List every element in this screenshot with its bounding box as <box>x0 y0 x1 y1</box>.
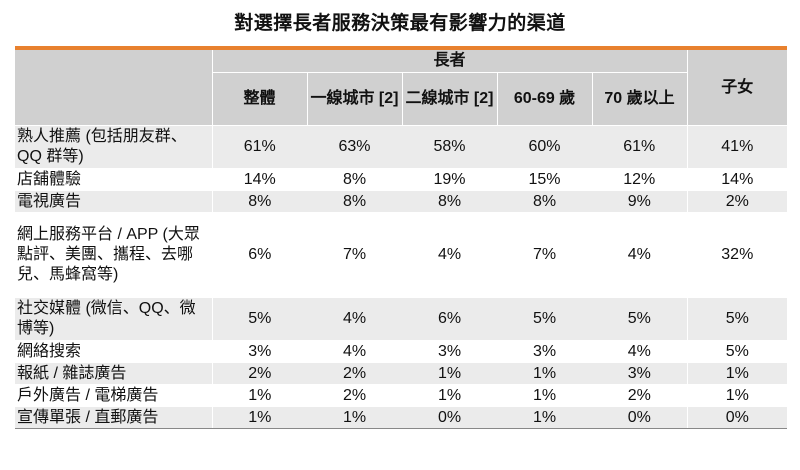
value-cell: 2% <box>211 362 307 385</box>
table-row: 網上服務平台 / APP (大眾點評、美團、攜程、去哪兒、馬蜂窩等) 6% 7%… <box>15 212 788 298</box>
value-cell: 2% <box>307 384 402 407</box>
table-body: 熟人推薦 (包括朋友群、QQ 群等) 61% 63% 58% 60% 61% 4… <box>15 125 788 429</box>
value-cell: 3% <box>402 340 497 363</box>
value-cell: 5% <box>686 297 788 341</box>
table-header: 長者 子女 整體 一線城市 [2] 二線城市 [2] 60-69 歲 70 歲以… <box>15 50 788 126</box>
value-cell: 15% <box>497 168 592 191</box>
row-label: 網上服務平台 / APP (大眾點評、美團、攜程、去哪兒、馬蜂窩等) <box>15 212 212 298</box>
value-cell: 1% <box>307 406 402 429</box>
header-group-elderly: 長者 <box>211 50 688 73</box>
value-cell: 4% <box>592 212 688 298</box>
value-cell: 8% <box>497 190 592 213</box>
value-cell: 3% <box>211 340 307 363</box>
value-cell: 3% <box>497 340 592 363</box>
value-cell: 5% <box>686 340 788 363</box>
table-row: 宣傳單張 / 直郵廣告 1% 1% 0% 1% 0% 0% <box>15 406 788 429</box>
value-cell: 61% <box>211 125 307 169</box>
value-cell: 1% <box>497 384 592 407</box>
value-cell: 60% <box>497 125 592 169</box>
value-cell: 6% <box>211 212 307 298</box>
header-tier2-city: 二線城市 [2] <box>401 72 497 126</box>
value-cell: 9% <box>592 190 688 213</box>
value-cell: 41% <box>686 125 788 169</box>
row-label: 店舖體驗 <box>15 168 212 191</box>
header-tier1-city: 一線城市 [2] <box>306 72 402 126</box>
value-cell: 4% <box>592 340 688 363</box>
value-cell: 0% <box>686 406 788 429</box>
value-cell: 1% <box>211 406 307 429</box>
table-row: 報紙 / 雜誌廣告 2% 2% 1% 1% 3% 1% <box>15 362 788 385</box>
value-cell: 7% <box>307 212 402 298</box>
value-cell: 3% <box>592 362 688 385</box>
value-cell: 1% <box>211 384 307 407</box>
header-age-70-plus: 70 歲以上 <box>591 72 688 126</box>
row-label: 報紙 / 雜誌廣告 <box>15 362 212 385</box>
row-label: 宣傳單張 / 直郵廣告 <box>15 406 212 429</box>
value-cell: 5% <box>592 297 688 341</box>
table-row: 熟人推薦 (包括朋友群、QQ 群等) 61% 63% 58% 60% 61% 4… <box>15 125 788 169</box>
value-cell: 5% <box>211 297 307 341</box>
value-cell: 4% <box>402 212 497 298</box>
value-cell: 5% <box>497 297 592 341</box>
value-cell: 2% <box>592 384 688 407</box>
table-row: 社交媒體 (微信、QQ、微博等) 5% 4% 6% 5% 5% 5% <box>15 297 788 341</box>
value-cell: 1% <box>497 362 592 385</box>
value-cell: 4% <box>307 297 402 341</box>
value-cell: 6% <box>402 297 497 341</box>
value-cell: 1% <box>686 362 788 385</box>
value-cell: 8% <box>211 190 307 213</box>
value-cell: 0% <box>592 406 688 429</box>
table-row: 戶外廣告 / 電梯廣告 1% 2% 1% 1% 2% 1% <box>15 384 788 407</box>
channels-table-container: 長者 子女 整體 一線城市 [2] 二線城市 [2] 60-69 歲 70 歲以… <box>15 46 788 429</box>
value-cell: 58% <box>402 125 497 169</box>
row-label: 網絡搜索 <box>15 340 212 363</box>
header-children: 子女 <box>686 50 788 126</box>
value-cell: 2% <box>686 190 788 213</box>
table-row: 電視廣告 8% 8% 8% 8% 9% 2% <box>15 190 788 213</box>
value-cell: 4% <box>307 340 402 363</box>
header-overall: 整體 <box>211 72 307 126</box>
value-cell: 1% <box>402 384 497 407</box>
value-cell: 32% <box>686 212 788 298</box>
table-row: 店舖體驗 14% 8% 19% 15% 12% 14% <box>15 168 788 191</box>
value-cell: 1% <box>402 362 497 385</box>
header-age-60-69: 60-69 歲 <box>496 72 592 126</box>
value-cell: 61% <box>592 125 688 169</box>
value-cell: 19% <box>402 168 497 191</box>
row-label: 社交媒體 (微信、QQ、微博等) <box>15 297 212 341</box>
value-cell: 8% <box>307 190 402 213</box>
row-label: 戶外廣告 / 電梯廣告 <box>15 384 212 407</box>
value-cell: 1% <box>686 384 788 407</box>
channels-table: 長者 子女 整體 一線城市 [2] 二線城市 [2] 60-69 歲 70 歲以… <box>15 50 788 429</box>
value-cell: 63% <box>307 125 402 169</box>
value-cell: 8% <box>307 168 402 191</box>
value-cell: 7% <box>497 212 592 298</box>
value-cell: 14% <box>211 168 307 191</box>
row-label: 熟人推薦 (包括朋友群、QQ 群等) <box>15 125 212 169</box>
value-cell: 1% <box>497 406 592 429</box>
table-title: 對選擇長者服務決策最有影響力的渠道 <box>234 13 566 34</box>
value-cell: 14% <box>686 168 788 191</box>
row-label: 電視廣告 <box>15 190 212 213</box>
value-cell: 2% <box>307 362 402 385</box>
header-corner-cell <box>15 50 212 126</box>
table-row: 網絡搜索 3% 4% 3% 3% 4% 5% <box>15 340 788 363</box>
value-cell: 0% <box>402 406 497 429</box>
value-cell: 8% <box>402 190 497 213</box>
value-cell: 12% <box>592 168 688 191</box>
